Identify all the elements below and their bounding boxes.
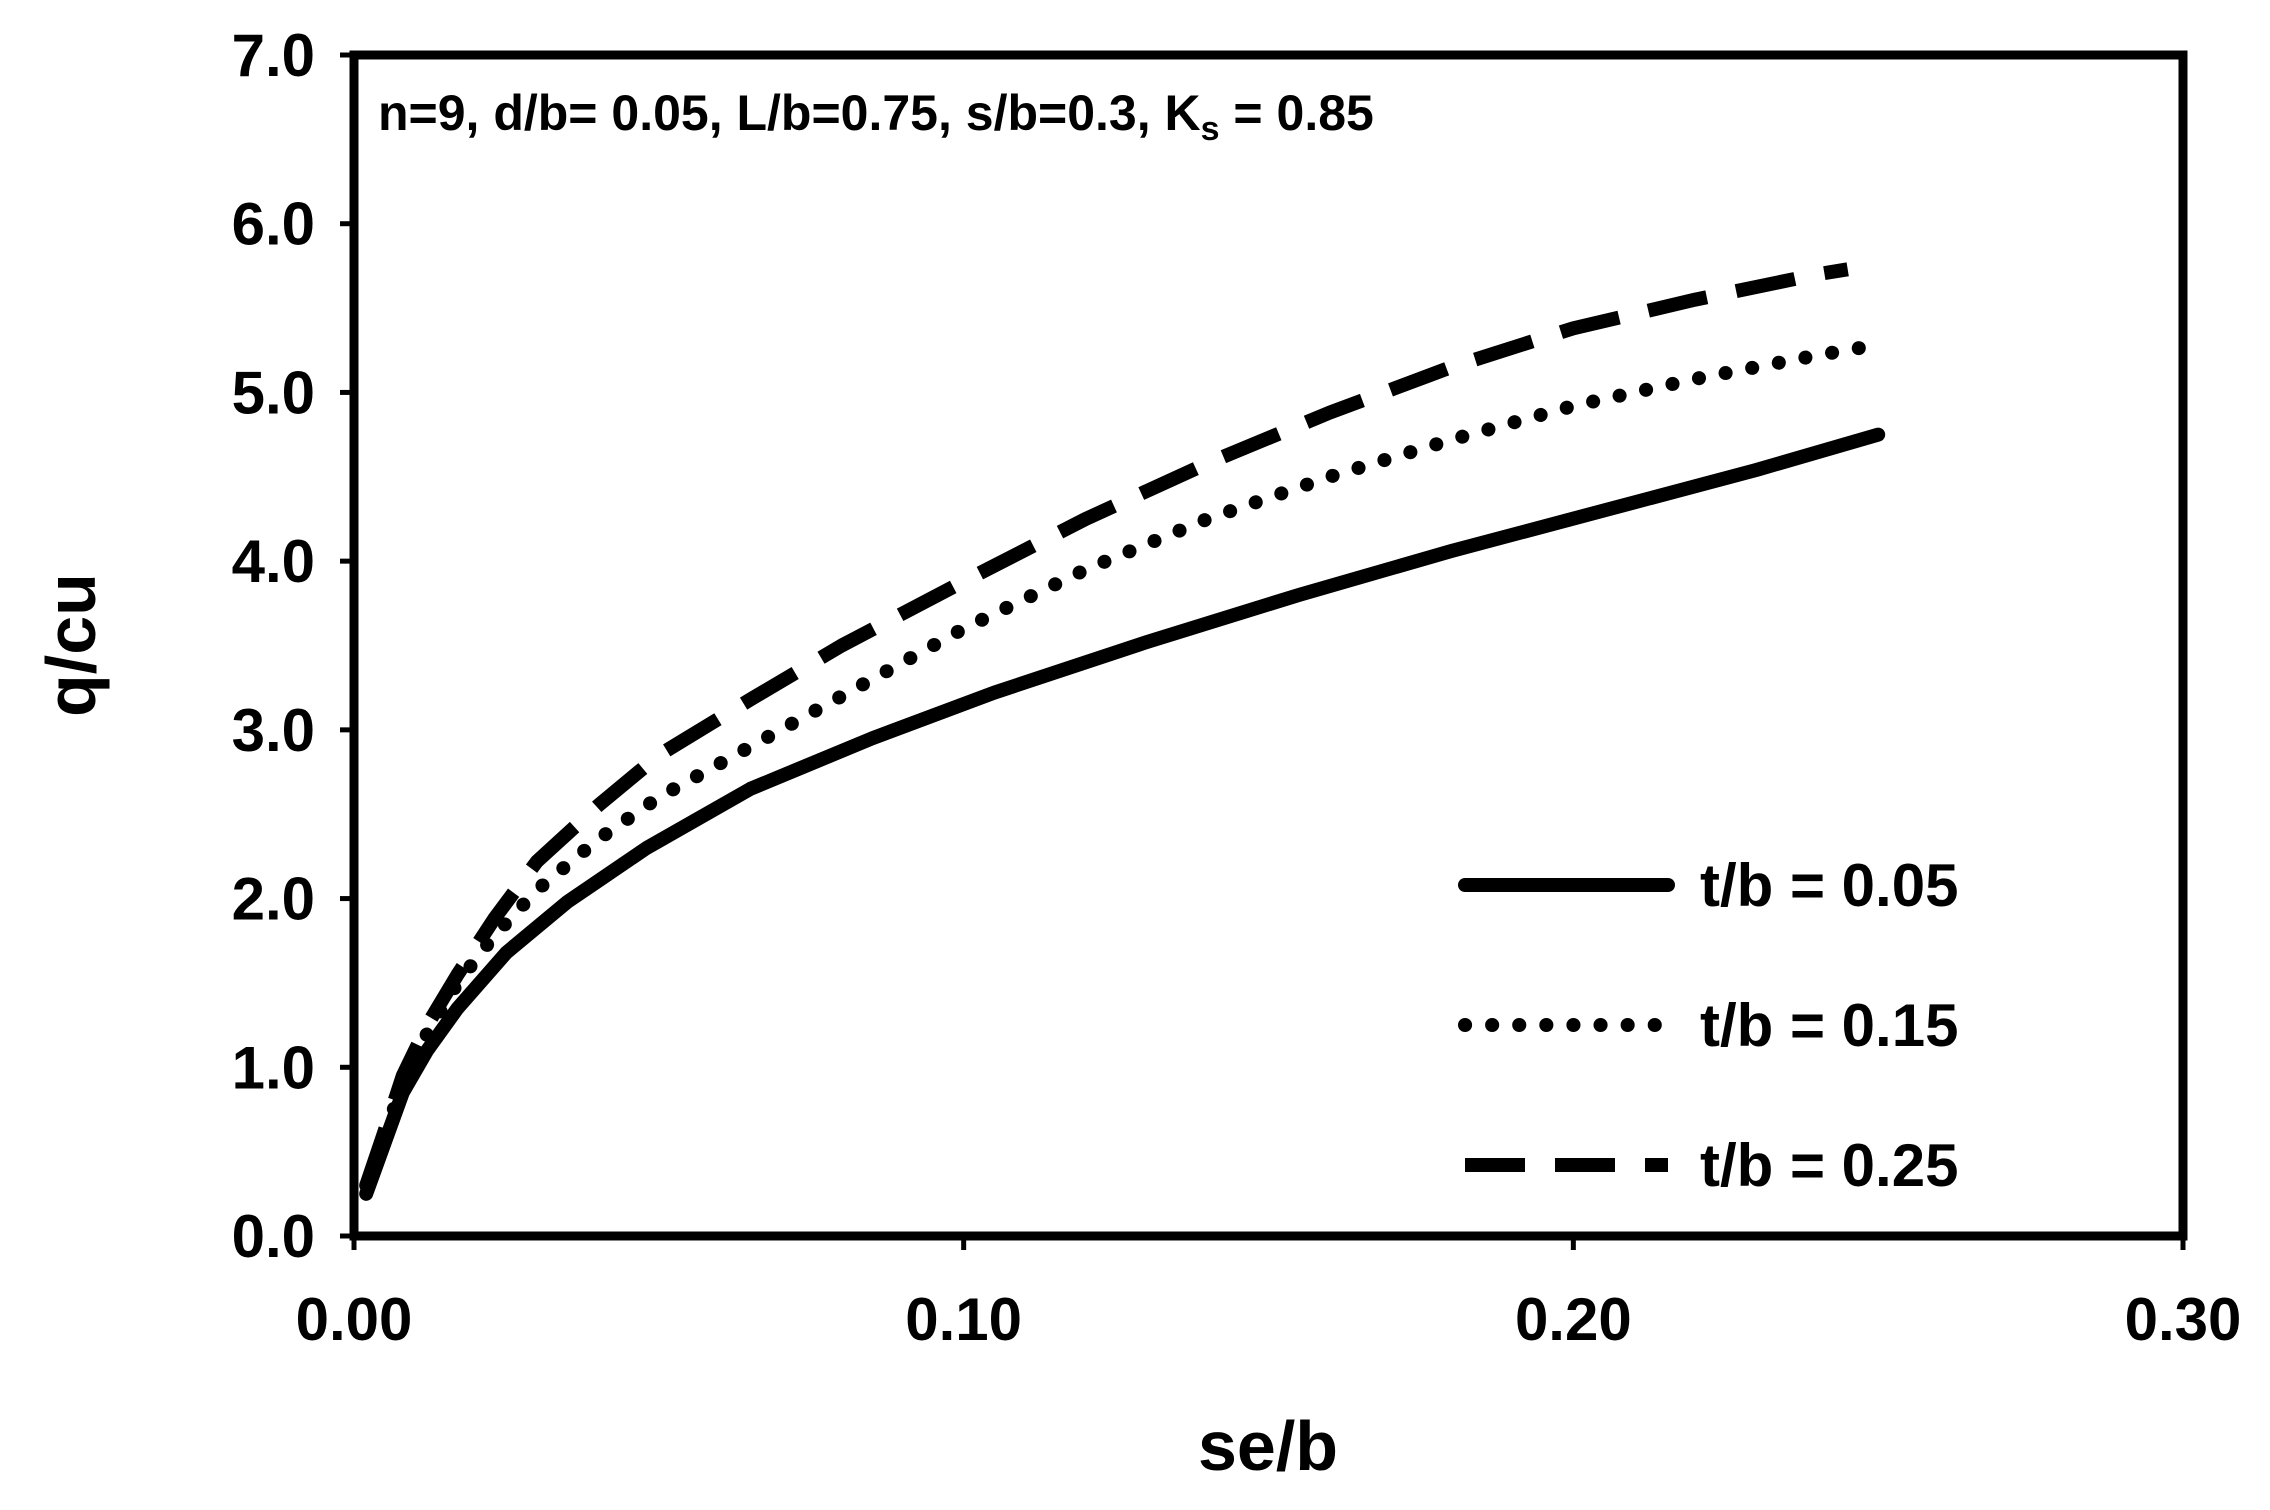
x-tick-label: 0.10: [905, 1286, 1022, 1353]
parameter-annotation: n=9, d/b= 0.05, L/b=0.75, s/b=0.3, Ks = …: [378, 85, 1374, 148]
y-tick-label: 6.0: [232, 191, 315, 258]
x-tick-label: 0.20: [1515, 1286, 1632, 1353]
y-tick-label: 5.0: [232, 359, 315, 426]
y-tick-label: 1.0: [232, 1034, 315, 1101]
legend-label-3: t/b = 0.25: [1700, 1132, 1958, 1199]
y-tick-label: 2.0: [232, 866, 315, 933]
annotation-subscript: s: [1201, 110, 1220, 148]
x-axis-title: se/b: [1198, 1407, 1338, 1485]
y-axis-ticks: 0.0 1.0 2.0 3.0 4.0 5.0 6.0 7.0: [232, 22, 354, 1270]
y-tick-label: 3.0: [232, 697, 315, 764]
y-tick-label: 4.0: [232, 528, 315, 595]
legend-label-2: t/b = 0.15: [1700, 992, 1958, 1059]
annotation-suffix: = 0.85: [1220, 85, 1374, 141]
x-tick-label: 0.30: [2125, 1286, 2242, 1353]
y-tick-label: 7.0: [232, 22, 315, 89]
series-line-2: [359, 339, 1873, 1193]
y-tick-label: 0.0: [232, 1203, 315, 1270]
plot-lines: [359, 262, 1886, 1201]
series-line-3: [359, 262, 1849, 1188]
annotation-prefix: n=9, d/b= 0.05, L/b=0.75, s/b=0.3, K: [378, 85, 1201, 141]
x-tick-label: 0.00: [296, 1286, 413, 1353]
x-axis-ticks: 0.00 0.10 0.20 0.30: [296, 1236, 2242, 1353]
plot-frame: [349, 50, 2188, 1241]
legend: t/b = 0.05 t/b = 0.15 t/b = 0.25: [1458, 852, 1958, 1199]
legend-label-1: t/b = 0.05: [1700, 852, 1958, 919]
y-axis-title: q/cu: [32, 573, 110, 717]
